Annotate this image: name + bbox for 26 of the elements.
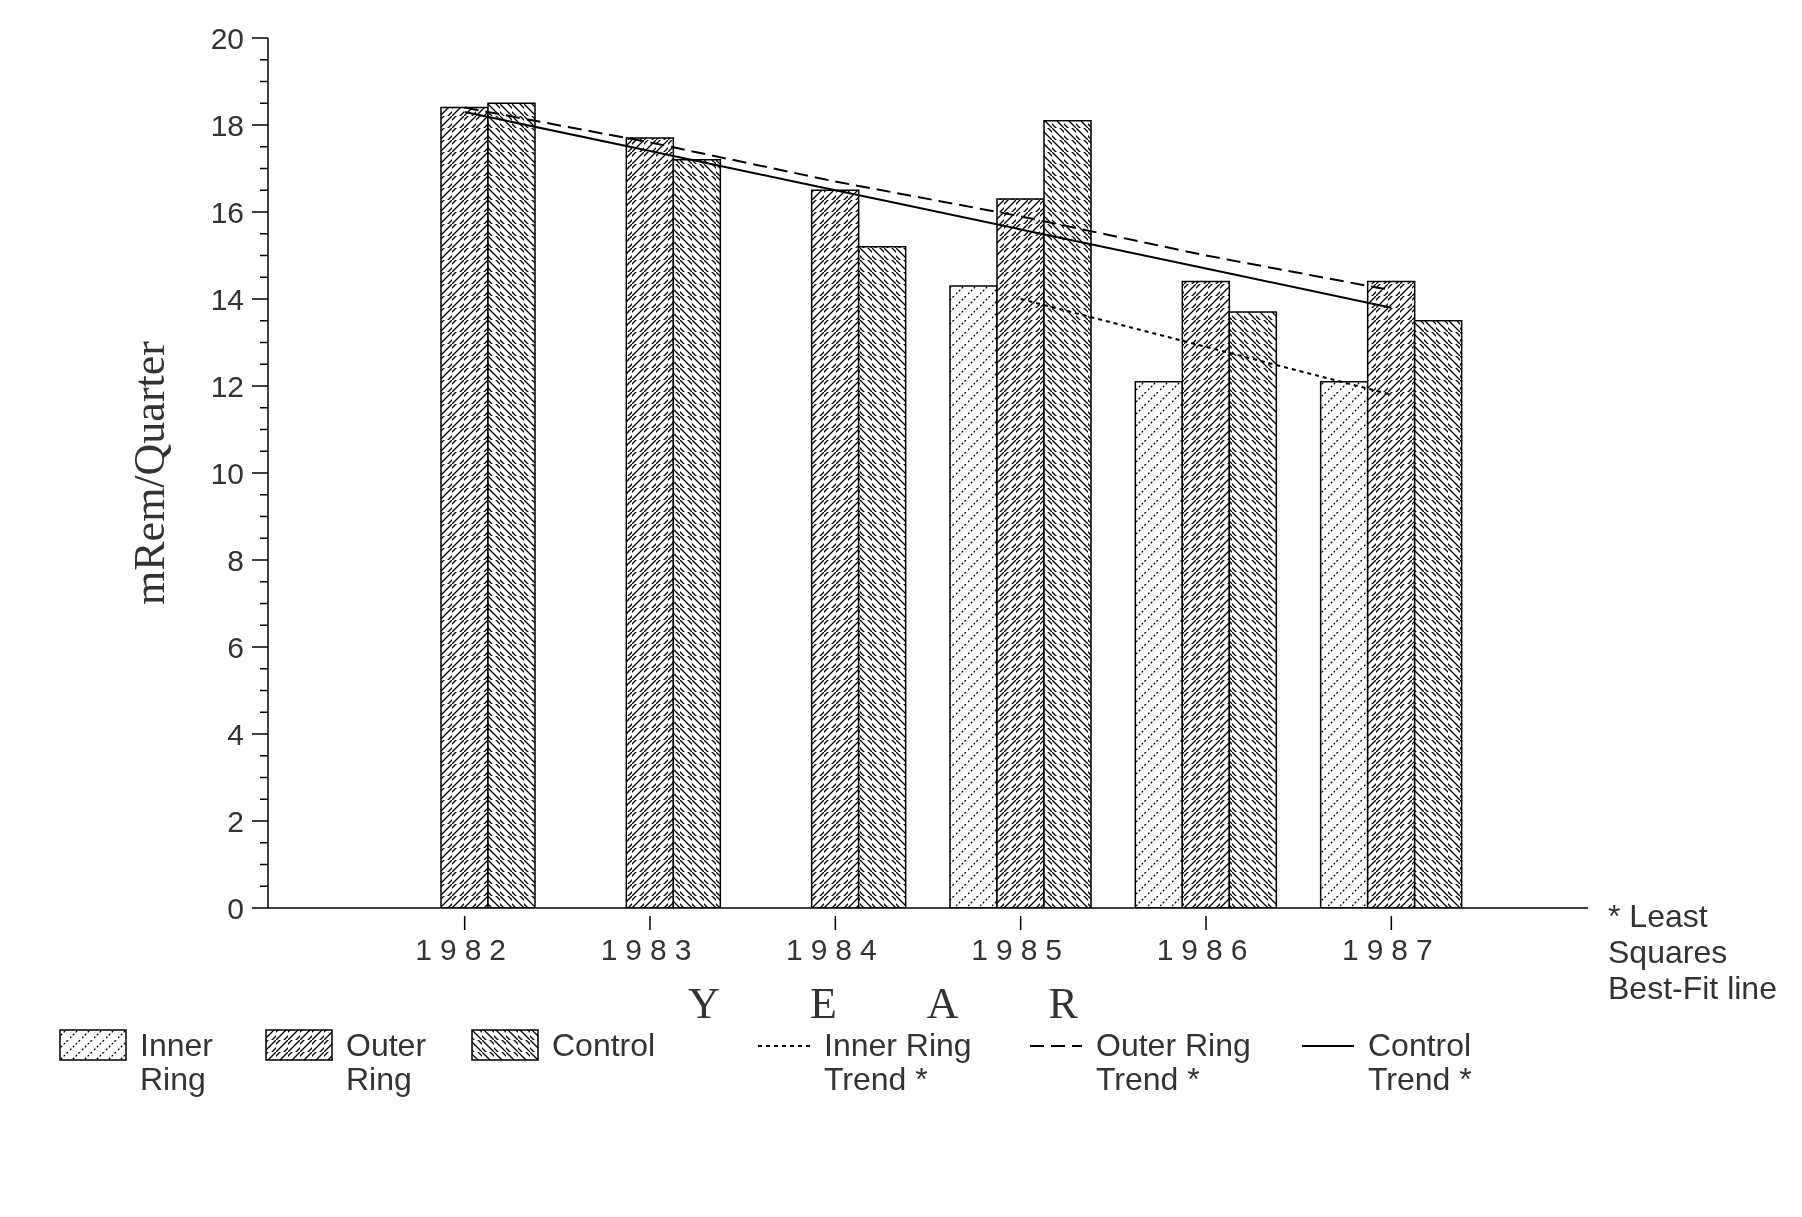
y-axis-title: mRem/Quarter	[124, 340, 174, 605]
y-tick-label: 0	[227, 891, 244, 925]
y-tick-label: 12	[210, 369, 244, 403]
legend-label: Control	[552, 1027, 657, 1063]
legend-label: Outer Ring Trend *	[1096, 1027, 1252, 1097]
legend-label: Outer Ring	[346, 1027, 428, 1097]
y-tick-label: 10	[210, 456, 244, 490]
x-tick-label: 1986	[1156, 933, 1256, 966]
text: * Least Squares Best-Fit line	[1608, 898, 1778, 1006]
x-tick-label: 1984	[785, 933, 885, 966]
y-tick-label: 20	[210, 21, 244, 55]
x-tick-label: 1982	[415, 933, 515, 966]
y-tick-label: 14	[210, 282, 244, 316]
x-tick-label: 1983	[600, 933, 700, 966]
x-tick-label: 1987	[1341, 933, 1441, 966]
y-tick-label: 6	[227, 630, 244, 664]
y-tick-label: 18	[210, 108, 244, 142]
x-tick-label: 1985	[971, 933, 1071, 966]
x-axis-title: YEAR	[688, 979, 1168, 1028]
legend-label: Inner Ring Trend *	[824, 1027, 973, 1097]
y-tick-label: 8	[227, 543, 244, 577]
legend-label: Control Trend *	[1368, 1027, 1473, 1097]
y-tick-label: 4	[227, 717, 244, 751]
y-tick-label: 2	[227, 804, 244, 838]
legend-label: Inner Ring	[140, 1027, 214, 1097]
y-tick-label: 16	[210, 195, 244, 229]
